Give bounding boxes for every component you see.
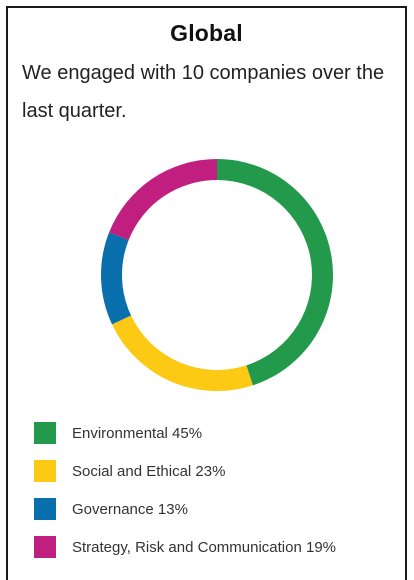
donut-slice-governance bbox=[100, 232, 132, 325]
legend-label: Environmental 45% bbox=[72, 424, 203, 442]
donut-chart bbox=[100, 159, 333, 391]
legend-label: Governance 13% bbox=[72, 500, 188, 518]
legend-item: Social and Ethical 23% bbox=[34, 460, 404, 482]
legend-swatch bbox=[34, 498, 56, 520]
legend-item: Environmental 45% bbox=[34, 422, 404, 444]
legend-item: Strategy, Risk and Communication 19% bbox=[34, 536, 404, 558]
legend-swatch bbox=[34, 536, 56, 558]
chart-legend: Environmental 45% Social and Ethical 23% G… bbox=[34, 422, 404, 574]
legend-label: Social and Ethical 23% bbox=[72, 462, 226, 480]
legend-swatch bbox=[34, 422, 56, 444]
global-engagement-card: Global We engaged with 10 companies over… bbox=[6, 6, 407, 580]
legend-item: Governance 13% bbox=[34, 498, 404, 520]
legend-label: Strategy, Risk and Communication 19% bbox=[72, 538, 337, 556]
donut-slice-environmental bbox=[217, 159, 333, 386]
intro-text: We engaged with 10 companies over the la… bbox=[22, 62, 385, 122]
donut-slice-strategy-risk-and-communication bbox=[109, 159, 217, 241]
card-title: Global bbox=[170, 20, 243, 46]
donut-slice-social-and-ethical bbox=[112, 315, 253, 391]
legend-swatch bbox=[34, 460, 56, 482]
